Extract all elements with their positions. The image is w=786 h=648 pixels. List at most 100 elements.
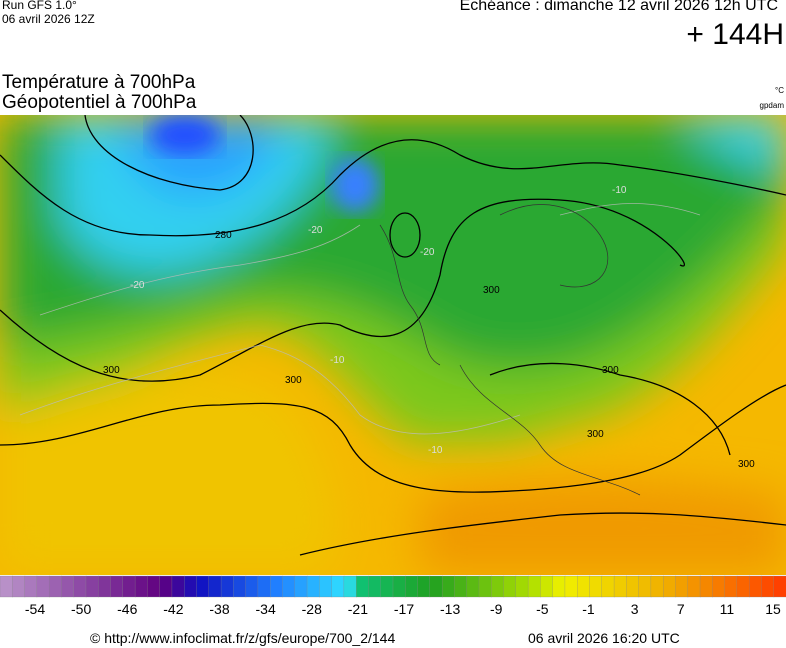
colorbar-swatch [196, 575, 210, 598]
contour-label: -20 [420, 247, 435, 258]
colorbar-swatch [429, 575, 443, 598]
colorbar-label: -42 [163, 601, 183, 617]
colorbar-swatch [724, 575, 738, 598]
colorbar-swatch [392, 575, 406, 598]
colorbar-label: -38 [209, 601, 229, 617]
colorbar-swatch [601, 575, 615, 598]
colorbar-swatch [675, 575, 689, 598]
colorbar-label: -28 [302, 601, 322, 617]
colorbar-label: 7 [677, 601, 685, 617]
colorbar-swatch [540, 575, 554, 598]
colorbar-swatch [613, 575, 627, 598]
lead-time: + 144H [686, 18, 784, 51]
colorbar-label: -13 [440, 601, 460, 617]
generated-time: 06 avril 2026 16:20 UTC [528, 630, 680, 646]
contour-label: 300 [285, 375, 302, 386]
colorbar-swatch [61, 575, 75, 598]
colorbar-swatch [663, 575, 677, 598]
colorbar-swatch [12, 575, 26, 598]
colorbar-swatch [749, 575, 763, 598]
colorbar-label: -50 [71, 601, 91, 617]
colorbar-label: 11 [720, 601, 735, 617]
contour-label: -10 [330, 355, 345, 366]
colorbar-swatch [98, 575, 112, 598]
title-1: Température à 700hPa [2, 72, 196, 93]
colorbar-label: -46 [117, 601, 137, 617]
colorbar-swatch [306, 575, 320, 598]
colorbar: -54 -50 -46 -42 -38 -34 -28 -21 -17 -13 -9 -5 -1 3 7 11… [0, 575, 786, 617]
colorbar-swatch [85, 575, 99, 598]
colorbar-swatch [712, 575, 726, 598]
colorbar-swatch [761, 575, 775, 598]
run-date: 06 avril 2026 12Z [2, 12, 95, 26]
contour-label: 300 [602, 365, 619, 376]
contour-label: -10 [612, 185, 627, 196]
colorbar-swatch [147, 575, 161, 598]
colorbar-label: -21 [348, 601, 368, 617]
title-2: Géopotentiel à 700hPa [2, 92, 197, 113]
colorbar-swatch [110, 575, 124, 598]
colorbar-swatch [441, 575, 456, 598]
colorbar-label: 3 [631, 601, 639, 617]
contour-label: -20 [308, 225, 323, 236]
colorbar-swatch [282, 575, 296, 598]
colorbar-label: 15 [765, 601, 781, 617]
colorbar-swatch [73, 575, 87, 598]
contour-label: 300 [103, 365, 120, 376]
colorbar-swatch [527, 575, 542, 598]
colorbar-swatch [331, 575, 345, 598]
colorbar-swatch [736, 575, 750, 598]
colorbar-swatch [466, 575, 480, 598]
colorbar-swatch [220, 575, 234, 598]
colorbar-swatch [638, 575, 652, 598]
unit-2: gpdam [759, 101, 784, 110]
contour-label: -10 [428, 445, 443, 456]
colorbar-swatch [294, 575, 308, 598]
colorbar-swatch [564, 575, 578, 598]
contour-label: 300 [738, 459, 755, 470]
colorbar-swatch [491, 575, 505, 598]
valid-time: Echéance : dimanche 12 avril 2026 12h UT… [459, 0, 778, 14]
colorbar-label: -5 [536, 601, 549, 617]
colorbar-swatch [577, 575, 591, 598]
colorbar-swatch [159, 575, 173, 598]
contour-label: 300 [483, 285, 500, 296]
colorbar-swatch [208, 575, 222, 598]
colorbar-swatch [356, 575, 370, 598]
colorbar-swatch [478, 575, 492, 598]
colorbar-swatch [0, 575, 13, 598]
contour-label: -20 [130, 280, 145, 291]
contour-label: 300 [587, 429, 604, 440]
contour-label: 280 [215, 230, 232, 241]
colorbar-label: -9 [490, 601, 503, 617]
colorbar-swatch [699, 575, 713, 598]
colorbar-swatch [552, 575, 566, 598]
map: 280 300 300 300 300 300 300 -20 -20 -20 -10 -10 -10 [0, 115, 786, 575]
source: © http://www.infoclimat.fr/z/gfs/europe/… [90, 630, 396, 646]
colorbar-swatch [171, 575, 185, 598]
colorbar-swatch [257, 575, 271, 598]
colorbar-swatch [343, 575, 357, 598]
colorbar-swatch [417, 575, 431, 598]
colorbar-swatch [245, 575, 259, 598]
colorbar-swatch [405, 575, 419, 598]
colorbar-swatch [24, 575, 38, 598]
colorbar-swatch [773, 575, 786, 598]
colorbar-label: -1 [582, 601, 595, 617]
colorbar-swatch [454, 575, 468, 598]
unit-1: °C [775, 86, 784, 95]
colorbar-swatch [270, 575, 284, 598]
colorbar-label: -34 [256, 601, 276, 617]
colorbar-label: -17 [394, 601, 414, 617]
colorbar-swatch [380, 575, 394, 598]
colorbar-swatch [626, 575, 640, 598]
colorbar-swatch [122, 575, 136, 598]
colorbar-swatch [48, 575, 63, 598]
colorbar-swatch [503, 575, 517, 598]
colorbar-swatch [515, 575, 529, 598]
colorbar-swatch [589, 575, 603, 598]
colorbar-swatch [319, 575, 333, 598]
colorbar-swatch [184, 575, 198, 598]
colorbar-swatch [368, 575, 382, 598]
